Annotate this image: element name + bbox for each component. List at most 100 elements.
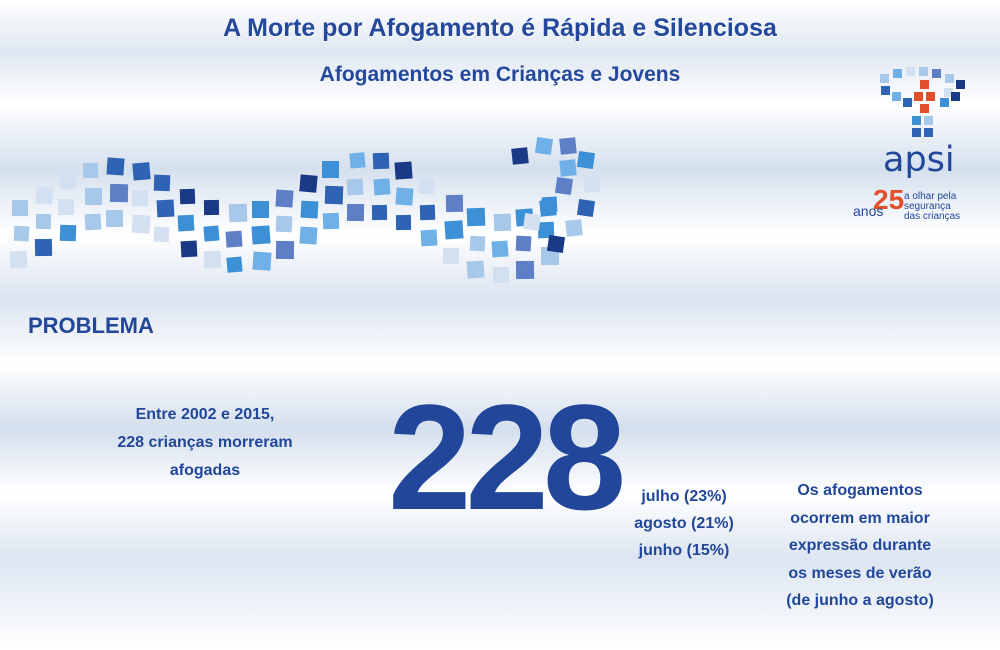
wave-tile [300,200,319,219]
logo-tagline: a olhar pela segurança das crianças [904,192,984,222]
logo-tagline-line: a olhar pela [904,191,957,202]
wave-tile [131,214,151,234]
intro-line: Entre 2002 e 2015, [135,406,275,423]
wave-tile [132,162,151,181]
wave-tile [522,212,542,232]
wave-tile [445,194,464,213]
wave-tile [12,200,28,216]
wave-tile [576,150,596,170]
wave-tile [225,230,243,248]
wave-tile [576,198,596,218]
wave-tile [511,147,529,165]
wave-tile [346,203,365,222]
wave-tile [515,235,532,252]
intro-text: Entre 2002 e 2015, 228 crianças morreram… [95,401,315,485]
wave-tile [252,201,269,218]
wave-tile [559,159,577,177]
wave-tile [156,199,175,218]
wave-tile [466,260,485,279]
wave-tile [515,260,535,280]
wave-tile [559,137,577,155]
wave-tile [493,267,509,283]
wave-tile [105,209,124,228]
wave-tile [203,225,220,242]
wave-tile [419,204,436,221]
wave-tile [466,207,486,227]
wave-tile [442,247,460,265]
wave-tile [275,189,294,208]
wave-tile [252,251,272,271]
wave-tile [153,174,171,192]
wave-tile [539,199,557,217]
wave-tile [59,172,77,190]
logo-tagline-line: segurança [904,201,951,212]
wave-tile [546,234,566,254]
logo-anos-label: anos [853,203,884,219]
summer-line: Os afogamentos [797,482,923,499]
wave-tile [469,235,486,252]
wave-tile [371,204,388,221]
wave-tile [373,178,391,196]
month-item: agosto (21%) [634,515,734,532]
summer-note: Os afogamentos ocorrem em maior expressã… [760,477,960,615]
wave-tile [394,161,413,180]
wave-tile [85,188,102,205]
wave-tile [153,226,170,243]
decorative-tile-wave [9,136,601,283]
apsi-logo-icon [880,67,965,137]
wave-tile [418,178,435,195]
summer-line: os meses de verão [788,564,932,582]
wave-tile [420,229,438,247]
big-number: 228 [388,373,626,541]
wave-tile [349,152,366,169]
intro-line: afogadas [169,462,241,479]
wave-tile [299,174,318,193]
wave-tile [228,203,248,223]
wave-tile [59,224,77,242]
logo-wordmark: apsi [883,140,955,180]
page-subtitle: Afogamentos em Crianças e Jovens [319,63,681,86]
wave-tile [58,199,74,215]
wave-tile [109,183,129,203]
page-title: A Morte por Afogamento é Rápida e Silenc… [223,14,777,42]
month-item: julho (23%) [641,488,727,505]
wave-tile [583,175,601,193]
wave-tile [395,214,412,231]
wave-tile [493,213,512,232]
wave-tile [226,256,243,273]
wave-tile [34,238,53,257]
wave-tile [35,186,54,205]
wave-tile [554,176,574,196]
wave-tile [9,250,28,269]
wave-tile [251,225,271,245]
logo-tagline-line: das crianças [904,211,961,222]
wave-tile [177,214,195,232]
wave-tile [322,212,340,230]
wave-tile [346,178,364,196]
wave-tile [203,199,220,216]
wave-tile [180,240,198,258]
summer-line: expressão durante [788,537,932,554]
wave-tile [35,213,52,230]
month-breakdown: julho (23%) agosto (21%) junho (15%) [624,483,744,564]
summer-line: ocorrem em maior [790,509,930,527]
wave-tile [203,250,222,269]
wave-tile [13,225,30,242]
section-heading: PROBLEMA [28,313,154,338]
summer-line: (de junho a agosto) [786,592,934,609]
wave-tile [322,161,339,178]
wave-tile [179,188,196,205]
wave-tile [534,136,554,156]
wave-tile [537,221,555,239]
wave-tile [491,240,509,258]
wave-tile [84,213,102,231]
wave-tile [324,185,344,205]
wave-tile [565,219,583,237]
wave-tile [275,215,293,233]
logo-anniversary-number: 25 [873,184,905,215]
wave-tile [106,157,125,176]
intro-line: 228 crianças morreram [117,434,293,451]
wave-tile [299,226,318,245]
wave-tile [82,162,99,179]
wave-tile [132,190,148,206]
